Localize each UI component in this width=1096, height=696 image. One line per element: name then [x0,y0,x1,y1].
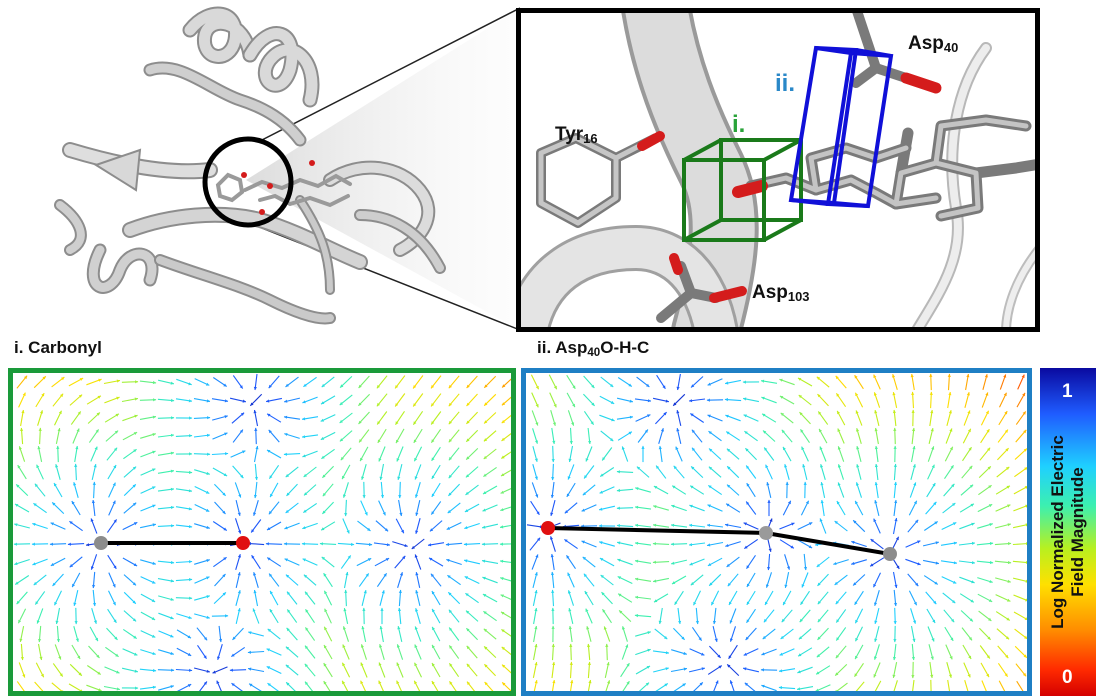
carbonyl-field-panel [8,368,516,696]
label-asp40: Asp40 [908,33,959,56]
bond-line [547,526,891,556]
tyr-oxygen [637,131,665,151]
protein-overview [54,6,520,330]
active-site-circle [202,136,294,228]
box-ii-prism [788,45,894,209]
label-box-ii: ii. [775,70,796,97]
ligand-zoom-hl [748,117,1029,219]
oxygen-atom [541,521,555,535]
right-panel-title: ii. Asp40O-H-C [537,338,650,359]
colorbar-max-label: 1 [1062,381,1073,402]
colorbar-min-label: 0 [1062,667,1073,688]
oxygen-atom [236,536,250,550]
zoom-line-top [257,7,520,143]
hydrogen-atom [759,526,773,540]
label-asp103: Asp103 [752,282,810,305]
field-arrows [13,373,511,691]
asp40-field-panel [521,368,1032,696]
strand-arrow-head [93,148,142,192]
box-i-cube [682,138,803,242]
carbon-atom [883,547,897,561]
colorbar-label: Log Normalized Electric Field Magnitude [1048,435,1087,629]
protein-ribbons [54,6,446,325]
left-panel-title: i. Carbonyl [14,338,102,357]
ligand-sticks [215,172,352,208]
asp40-vector-field [526,373,1027,691]
colorbar [1040,368,1096,696]
label-tyr16: Tyr16 [555,124,598,147]
carbonyl-oxygen [732,180,768,198]
zoom-ribbons [516,8,1040,332]
zoomed-active-site [516,8,1040,332]
carbonyl-vector-field [13,373,511,691]
carbon-atom [94,536,108,550]
field-arrows [526,373,1027,691]
label-box-i: i. [732,111,746,138]
oxygen-atoms [241,160,315,215]
